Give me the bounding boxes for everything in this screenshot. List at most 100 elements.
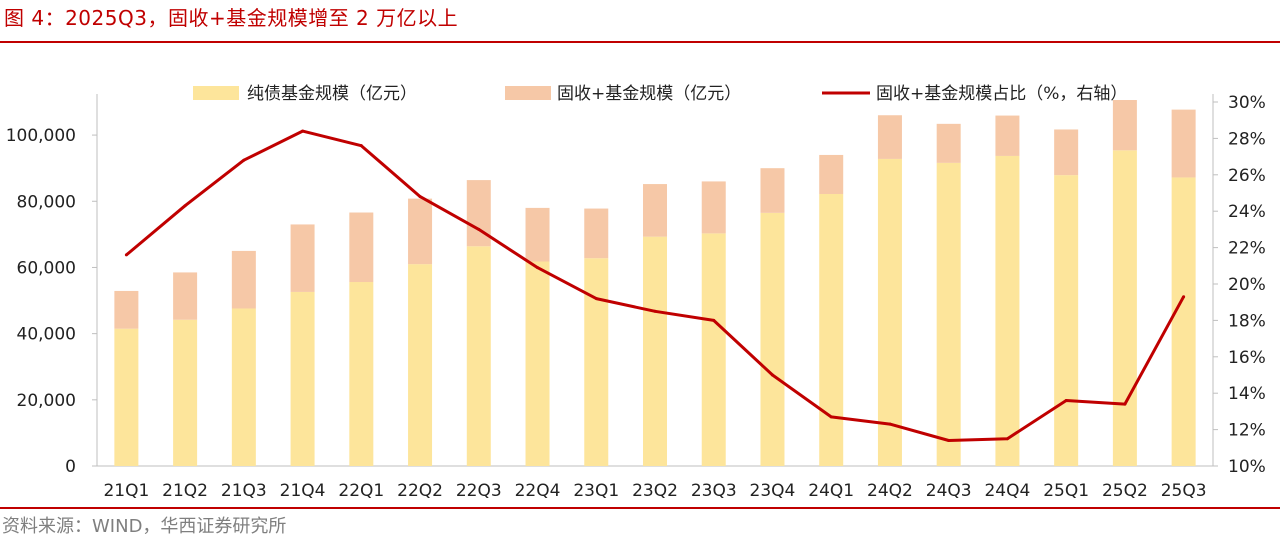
header-rule — [0, 41, 1280, 43]
right-tick-label: 22% — [1228, 239, 1266, 259]
bar-pure-bond-23Q2 — [643, 236, 667, 466]
left-tick-label: 60,000 — [17, 258, 76, 278]
ratio-point-21Q2 — [183, 204, 187, 208]
ratio-point-21Q1 — [124, 253, 128, 257]
right-tick-label: 26% — [1228, 166, 1266, 186]
ratio-point-25Q3 — [1182, 295, 1186, 299]
bar-fixed-income-plus-23Q1 — [584, 208, 609, 259]
legend-label-pure-bond: 纯债基金规模（亿元） — [247, 84, 417, 104]
x-tick-label: 25Q2 — [1102, 481, 1148, 501]
combo-chart: 纯债基金规模（亿元） 固收+基金规模（亿元） 固收+基金规模占比（%，右轴） 0… — [6, 84, 1266, 501]
bar-pure-bond-22Q3 — [466, 246, 491, 466]
bar-pure-bond-25Q2 — [1112, 150, 1137, 466]
x-tick-label: 23Q2 — [632, 481, 678, 501]
left-tick-label: 100,000 — [6, 126, 76, 146]
bar-fixed-income-plus-21Q2 — [173, 272, 198, 320]
bar-fixed-income-plus-22Q2 — [408, 198, 433, 265]
right-tick-label: 14% — [1228, 384, 1266, 404]
right-tick-label: 28% — [1228, 129, 1266, 149]
ratio-point-24Q2 — [888, 422, 892, 426]
ratio-point-21Q3 — [242, 158, 246, 162]
x-tick-label: 24Q3 — [926, 481, 972, 501]
ratio-point-23Q1 — [594, 297, 598, 301]
bar-pure-bond-24Q2 — [877, 158, 902, 466]
x-tick-label: 23Q3 — [691, 481, 737, 501]
bar-fixed-income-plus-21Q4 — [290, 224, 315, 292]
left-tick-label: 40,000 — [17, 325, 76, 345]
legend-label-fixed-income-plus: 固收+基金规模（亿元） — [557, 84, 741, 104]
x-tick-label: 22Q2 — [397, 481, 443, 501]
ratio-point-22Q4 — [536, 266, 540, 270]
ratio-line-series — [124, 129, 1186, 443]
bars — [114, 100, 1196, 466]
bar-pure-bond-21Q4 — [290, 291, 315, 466]
bar-fixed-income-plus-23Q3 — [701, 181, 726, 234]
ratio-point-23Q3 — [712, 318, 716, 322]
left-tick-label: 0 — [65, 457, 76, 477]
ratio-point-25Q2 — [1123, 402, 1127, 406]
right-tick-label: 12% — [1228, 421, 1266, 441]
bar-fixed-income-plus-23Q2 — [643, 184, 667, 237]
x-tick-label: 24Q4 — [984, 481, 1030, 501]
ratio-point-23Q2 — [653, 309, 657, 313]
x-tick-label: 22Q1 — [338, 481, 384, 501]
x-tick-label: 21Q1 — [103, 481, 149, 501]
bar-pure-bond-24Q3 — [936, 162, 961, 466]
ratio-point-21Q4 — [301, 129, 305, 133]
ratio-point-24Q1 — [829, 415, 833, 419]
bar-pure-bond-21Q2 — [173, 319, 198, 466]
bar-fixed-income-plus-24Q2 — [877, 115, 902, 159]
bar-fixed-income-plus-22Q1 — [349, 212, 374, 283]
bar-fixed-income-plus-21Q3 — [231, 250, 256, 309]
x-tick-label: 25Q3 — [1161, 481, 1207, 501]
ratio-point-23Q4 — [770, 373, 774, 377]
bar-pure-bond-24Q1 — [819, 193, 844, 466]
legend-swatch-pure-bond — [193, 86, 239, 100]
right-tick-label: 16% — [1228, 348, 1266, 368]
ratio-point-22Q2 — [418, 195, 422, 199]
x-tick-label: 24Q2 — [867, 481, 913, 501]
x-tick-label: 23Q4 — [750, 481, 796, 501]
ratio-point-24Q3 — [947, 439, 951, 443]
left-tick-label: 80,000 — [17, 192, 76, 212]
bar-pure-bond-22Q4 — [525, 261, 550, 466]
x-tick-label: 24Q1 — [808, 481, 854, 501]
x-tick-label: 21Q2 — [162, 481, 208, 501]
x-tick-label: 22Q3 — [456, 481, 502, 501]
right-tick-label: 24% — [1228, 202, 1266, 222]
source-note: 资料来源：WIND，华西证券研究所 — [2, 516, 287, 537]
x-tick-label: 25Q1 — [1043, 481, 1089, 501]
left-axis-ticks: 0 20,000 40,000 60,000 80,000 100,000 — [6, 126, 97, 477]
ratio-point-24Q4 — [1005, 437, 1009, 441]
legend-label-ratio: 固收+基金规模占比（%，右轴） — [876, 84, 1127, 104]
bar-pure-bond-23Q4 — [760, 212, 785, 466]
right-tick-label: 18% — [1228, 311, 1266, 331]
bar-fixed-income-plus-22Q4 — [525, 207, 550, 262]
ratio-point-25Q1 — [1064, 398, 1068, 402]
bar-fixed-income-plus-24Q1 — [819, 154, 844, 194]
bar-pure-bond-23Q1 — [584, 258, 609, 466]
right-tick-label: 10% — [1228, 457, 1266, 477]
ratio-point-22Q3 — [477, 227, 481, 231]
bar-pure-bond-21Q1 — [114, 328, 139, 466]
bar-fixed-income-plus-25Q2 — [1112, 100, 1137, 151]
right-tick-label: 30% — [1228, 93, 1266, 113]
bar-pure-bond-22Q2 — [408, 264, 433, 466]
x-tick-label: 23Q1 — [573, 481, 619, 501]
right-tick-label: 20% — [1228, 275, 1266, 295]
bar-fixed-income-plus-24Q4 — [995, 115, 1020, 156]
x-tick-label: 22Q4 — [515, 481, 561, 501]
legend-swatch-fixed-income-plus — [505, 86, 551, 100]
x-tick-label: 21Q4 — [280, 481, 326, 501]
bar-fixed-income-plus-24Q3 — [936, 123, 961, 163]
bar-pure-bond-24Q4 — [995, 155, 1020, 466]
footer-rule — [0, 507, 1280, 509]
bar-fixed-income-plus-21Q1 — [114, 290, 139, 329]
legend: 纯债基金规模（亿元） 固收+基金规模（亿元） 固收+基金规模占比（%，右轴） — [193, 84, 1127, 104]
x-axis-ticks: 21Q1 21Q2 21Q3 21Q4 22Q1 22Q2 22Q3 22Q4 23Q1 23Q2… — [103, 481, 1206, 501]
ratio-point-22Q1 — [359, 144, 363, 148]
x-tick-label: 21Q3 — [221, 481, 267, 501]
right-axis-ticks: 10% 12% 14% 16% 18% 20% 22% 24% 26% 28% 30% — [1213, 93, 1266, 477]
left-tick-label: 20,000 — [17, 391, 76, 411]
bar-pure-bond-21Q3 — [231, 308, 256, 466]
